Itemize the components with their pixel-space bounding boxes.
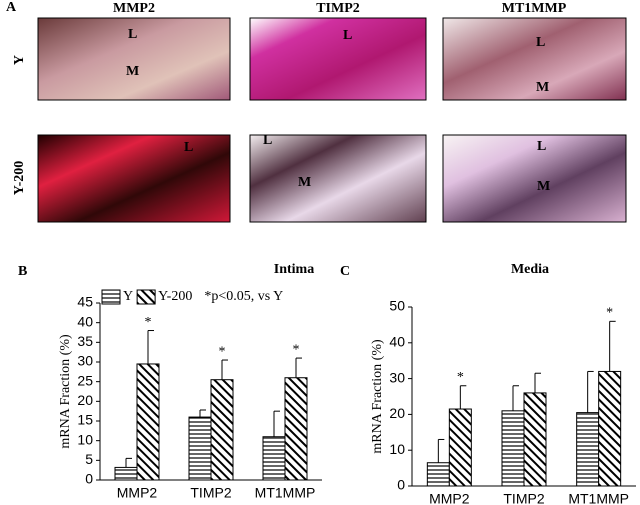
y-tick-label: 35 — [77, 333, 93, 349]
legend-swatch — [136, 289, 156, 305]
histology-image — [442, 134, 627, 223]
bar — [284, 377, 308, 481]
image-label: L — [184, 140, 193, 155]
chart-title: Intima — [274, 262, 314, 277]
column-label: TIMP2 — [316, 1, 360, 16]
legend-label: Y — [123, 289, 133, 304]
bar — [136, 363, 160, 481]
y-tick-label: 45 — [77, 294, 93, 310]
bar — [576, 412, 600, 487]
x-tick-label: MMP2 — [429, 491, 470, 505]
y-axis-title: mRNA Fraction (%) — [58, 334, 73, 449]
image-label: L — [343, 28, 352, 43]
column-label: MMP2 — [113, 1, 155, 16]
y-tick-label: 50 — [389, 298, 405, 314]
annotation: *p<0.05, vs Y — [204, 289, 283, 304]
y-tick-label: 20 — [77, 392, 93, 408]
image-label: M — [537, 179, 550, 194]
histology-images — [37, 17, 627, 223]
image-label: M — [126, 64, 139, 79]
row-label: Y-200 — [12, 161, 27, 196]
y-tick-label: 30 — [77, 353, 93, 369]
bar — [598, 370, 622, 487]
y-tick-label: 5 — [85, 451, 93, 467]
y-tick-label: 10 — [77, 431, 93, 447]
bar — [523, 392, 547, 487]
panel-label: B — [18, 264, 27, 279]
x-tick-label: MT1MMP — [255, 485, 316, 501]
legend-swatch — [101, 289, 121, 305]
bar — [188, 416, 212, 481]
y-axis-title: mRNA Fraction (%) — [370, 339, 385, 454]
panel-label: A — [6, 0, 17, 15]
legend-label: Y-200 — [158, 289, 192, 304]
histology-image — [37, 134, 231, 223]
column-label: MT1MMP — [502, 1, 567, 16]
y-tick-label: 0 — [397, 477, 405, 493]
bar — [426, 462, 450, 487]
histology-image — [249, 134, 427, 223]
histology-image — [249, 17, 427, 101]
significance-label: * — [606, 306, 613, 321]
chart-title: Media — [511, 262, 549, 277]
row-label: Y — [12, 55, 27, 65]
bar — [448, 408, 472, 487]
histology-image — [37, 17, 231, 101]
image-label: M — [536, 80, 549, 95]
x-tick-label: TIMP2 — [190, 485, 231, 501]
significance-label: * — [457, 370, 464, 385]
image-label: L — [537, 139, 546, 154]
bar — [501, 410, 525, 487]
x-tick-label: MMP2 — [117, 485, 158, 501]
significance-label: * — [219, 344, 226, 359]
y-tick-label: 25 — [77, 372, 93, 388]
y-tick-label: 0 — [85, 471, 93, 487]
bar — [114, 466, 138, 481]
y-tick-label: 40 — [77, 313, 93, 329]
image-label: M — [298, 175, 311, 190]
image-label: L — [128, 27, 137, 42]
panel-label: C — [340, 264, 350, 279]
y-tick-label: 40 — [389, 334, 405, 350]
histology-image — [442, 17, 627, 101]
y-tick-label: 10 — [389, 441, 405, 457]
y-tick-label: 15 — [77, 412, 93, 428]
bar — [210, 379, 234, 481]
y-tick-label: 30 — [389, 369, 405, 385]
y-tick-label: 20 — [389, 405, 405, 421]
significance-label: * — [293, 342, 300, 357]
x-tick-label: TIMP2 — [503, 491, 544, 505]
image-label: L — [536, 35, 545, 50]
image-label: L — [263, 133, 272, 148]
bar — [262, 436, 286, 481]
x-tick-label: MT1MMP — [568, 491, 629, 505]
significance-label: * — [145, 315, 152, 330]
